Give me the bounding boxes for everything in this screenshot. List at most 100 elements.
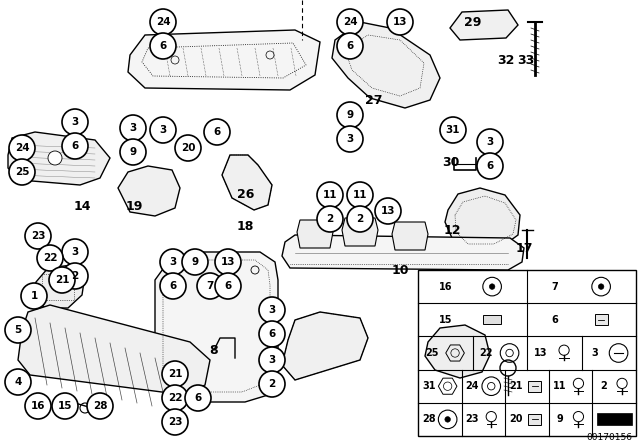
Circle shape (87, 393, 113, 419)
Text: 2: 2 (356, 214, 364, 224)
Bar (529, 414, 541, 425)
Circle shape (215, 249, 241, 275)
Text: 22: 22 (479, 348, 493, 358)
Text: 13: 13 (393, 17, 407, 27)
Circle shape (259, 297, 285, 323)
Text: 6: 6 (486, 161, 493, 171)
Polygon shape (342, 218, 378, 246)
Circle shape (317, 206, 343, 232)
Text: 25: 25 (15, 167, 29, 177)
Circle shape (62, 109, 88, 135)
Circle shape (259, 347, 285, 373)
Text: 25: 25 (425, 348, 438, 358)
Text: 3: 3 (592, 348, 598, 358)
Circle shape (204, 119, 230, 145)
Polygon shape (297, 220, 333, 248)
Bar (483, 315, 501, 324)
Circle shape (182, 249, 208, 275)
Circle shape (49, 267, 75, 293)
Circle shape (25, 393, 51, 419)
Text: 19: 19 (125, 201, 143, 214)
Bar (418, 270, 636, 436)
Text: 3: 3 (159, 125, 166, 135)
Text: 21: 21 (55, 275, 69, 285)
Circle shape (9, 135, 35, 161)
Text: 27: 27 (365, 94, 383, 107)
Circle shape (150, 117, 176, 143)
Circle shape (259, 321, 285, 347)
Text: 24: 24 (15, 143, 29, 153)
Polygon shape (155, 252, 278, 402)
Polygon shape (118, 166, 180, 216)
Text: 10: 10 (391, 263, 409, 276)
Circle shape (375, 198, 401, 224)
Circle shape (215, 273, 241, 299)
Polygon shape (332, 22, 440, 108)
Text: 23: 23 (466, 414, 479, 424)
Circle shape (440, 117, 466, 143)
Text: 2: 2 (268, 379, 276, 389)
Text: 13: 13 (534, 348, 547, 358)
Circle shape (317, 182, 343, 208)
Text: 8: 8 (210, 344, 218, 357)
Text: 21: 21 (509, 381, 523, 391)
Text: 3: 3 (72, 247, 79, 257)
Text: 3: 3 (72, 117, 79, 127)
Polygon shape (445, 188, 520, 250)
Circle shape (347, 182, 373, 208)
Text: 24: 24 (342, 17, 357, 27)
Polygon shape (450, 10, 518, 40)
Text: 28: 28 (422, 414, 436, 424)
Polygon shape (8, 132, 110, 185)
Text: 11: 11 (323, 190, 337, 200)
Circle shape (337, 9, 363, 35)
Text: 3: 3 (268, 355, 276, 365)
Text: 7: 7 (206, 281, 214, 291)
Circle shape (150, 33, 176, 59)
Text: 11: 11 (353, 190, 367, 200)
Text: 2: 2 (600, 381, 607, 391)
Text: 20: 20 (180, 143, 195, 153)
Text: 9: 9 (191, 257, 198, 267)
Text: 18: 18 (236, 220, 253, 233)
Circle shape (387, 9, 413, 35)
Circle shape (347, 206, 373, 232)
Circle shape (500, 360, 516, 376)
Bar (595, 314, 607, 325)
Polygon shape (222, 155, 272, 210)
Text: 22: 22 (43, 253, 57, 263)
Circle shape (337, 33, 363, 59)
Circle shape (160, 249, 186, 275)
Circle shape (9, 159, 35, 185)
Circle shape (445, 417, 451, 422)
Text: 16: 16 (31, 401, 45, 411)
Text: 3: 3 (129, 123, 136, 133)
Circle shape (337, 126, 363, 152)
Circle shape (162, 361, 188, 387)
Text: 30: 30 (442, 155, 460, 168)
Text: 3: 3 (346, 134, 354, 144)
Text: 31: 31 (445, 125, 460, 135)
Text: 6: 6 (170, 281, 177, 291)
Bar (596, 414, 632, 425)
Circle shape (62, 133, 88, 159)
Text: 29: 29 (464, 16, 482, 29)
Text: 24: 24 (156, 17, 170, 27)
Text: 28: 28 (93, 401, 108, 411)
Text: 32: 32 (497, 53, 515, 66)
Polygon shape (425, 325, 490, 378)
Text: 26: 26 (237, 189, 255, 202)
Text: 6: 6 (159, 41, 166, 51)
Text: 6: 6 (195, 393, 202, 403)
Circle shape (120, 115, 146, 141)
Text: 3: 3 (486, 137, 493, 147)
Text: 17: 17 (515, 241, 532, 254)
Text: 6: 6 (268, 329, 276, 339)
Polygon shape (18, 305, 210, 395)
Text: 6: 6 (213, 127, 221, 137)
Bar (529, 381, 541, 392)
Text: 2: 2 (72, 271, 79, 281)
Polygon shape (282, 235, 524, 270)
Bar (42, 274, 74, 300)
Polygon shape (392, 222, 428, 250)
